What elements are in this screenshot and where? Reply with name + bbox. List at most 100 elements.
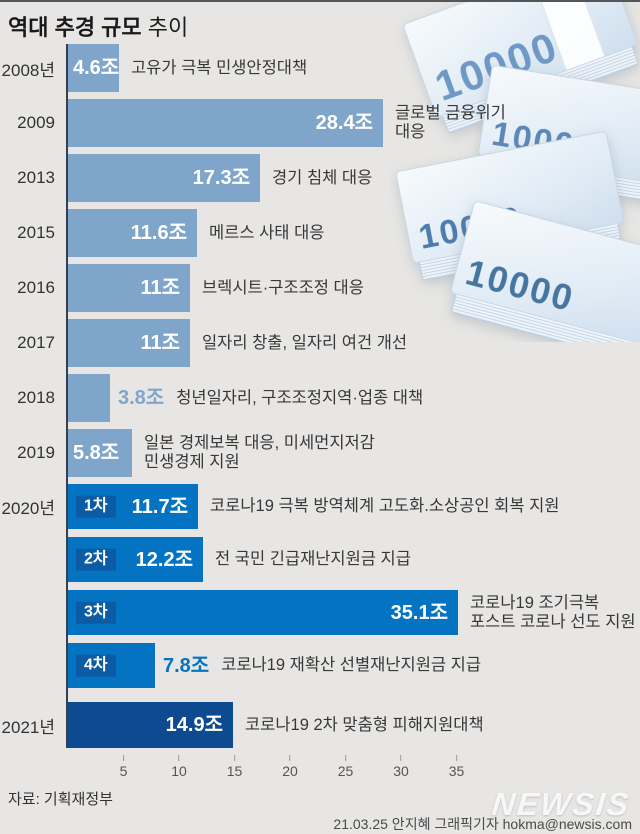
bar-wrap: 4차 7.8조 코로나19 재확산 선별재난지원금 지급	[62, 643, 640, 688]
bar-description: 코로나19 조기극복 포스트 코로나 선도 지원	[470, 593, 636, 631]
year-label: 2008년	[1, 60, 55, 80]
chart-row-2008: 2008년 4.6조 고유가 극복 민생안정대책	[0, 44, 640, 92]
tick-mark	[344, 755, 346, 761]
bar-4.6조: 4.6조	[68, 44, 119, 92]
value-label: 12.2조	[135, 548, 193, 571]
value-label: 28.4조	[315, 112, 373, 134]
value-label: 11조	[140, 332, 180, 354]
value-label: 7.8조	[163, 654, 210, 677]
year-label: 2013	[17, 168, 55, 187]
tick-mark	[122, 755, 124, 761]
bar-35.1조: 3차 35.1조	[68, 590, 458, 635]
bar-description: 청년일자리, 구조조정지역·업종 대책	[176, 388, 424, 407]
bar-28.4조: 28.4조	[68, 99, 383, 147]
bar-description: 메르스 사태 대응	[209, 223, 325, 242]
tick-label: 15	[226, 763, 243, 779]
x-tick-25: 25	[337, 755, 354, 779]
value-label: 5.8조	[73, 442, 120, 464]
value-label: 17.3조	[192, 167, 250, 189]
bar-description: 코로나19 극복 방역체계 고도화.소상공인 회복 지원	[210, 497, 560, 516]
value-label: 4.6조	[73, 57, 120, 79]
bar-wrap: 11조 브렉시트·구조조정 대응	[62, 264, 640, 312]
year-label: 2016	[17, 278, 55, 297]
bar-description: 일본 경제보복 대응, 미세먼지저감 민생경제 지원	[144, 434, 375, 471]
bar-description: 전 국민 긴급재난지원금 지급	[215, 550, 411, 569]
bar-wrap: 2차 12.2조 전 국민 긴급재난지원금 지급	[62, 537, 640, 582]
tick-label: 10	[171, 763, 187, 779]
bar-description: 코로나19 재확산 선별재난지원금 지급	[221, 656, 482, 675]
round-badge: 1차	[76, 495, 116, 518]
round-badge: 4차	[76, 654, 116, 677]
value-label: 11조	[140, 277, 180, 299]
bar-wrap: 28.4조 글로벌 금융위기 대응	[62, 99, 640, 147]
tick-label: 30	[393, 763, 409, 779]
year-label: 2018	[17, 388, 55, 407]
chart-row-2020: 2020년 1차 11.7조 코로나19 극복 방역체계 고도화.소상공인 회복 지원	[0, 484, 640, 529]
bar-wrap: 4.6조 고유가 극복 민생안정대책	[62, 44, 640, 92]
bar-wrap: 11.6조 메르스 사태 대응	[62, 209, 640, 257]
round-badge: 2차	[76, 548, 116, 571]
value-label: 3.8조	[118, 387, 165, 409]
page-title-sub: 추이	[147, 15, 189, 40]
x-tick-35: 35	[448, 755, 465, 779]
bar-7.8조: 4차	[68, 643, 155, 688]
value-label: 11.6조	[130, 222, 187, 244]
bar-wrap: 17.3조 경기 침체 대응	[62, 154, 640, 202]
tick-label: 5	[119, 763, 128, 779]
year-label: 2019	[17, 443, 55, 462]
chart-row-2차: 2차 12.2조 전 국민 긴급재난지원금 지급	[0, 537, 640, 582]
bar-wrap: 3차 35.1조 코로나19 조기극복 포스트 코로나 선도 지원	[62, 590, 640, 635]
tick-mark	[289, 755, 291, 761]
bar-5.8조: 5.8조	[68, 429, 132, 477]
bar-description: 글로벌 금융위기 대응	[395, 104, 506, 141]
tick-label: 25	[337, 763, 354, 779]
value-label: 35.1조	[390, 601, 448, 624]
chart-row-2021: 2021년 14.9조 코로나19 2차 맞춤형 피해지원대책	[0, 702, 640, 748]
supplementary-budget-bar-chart: 2008년 4.6조 고유가 극복 민생안정대책 2009 28.4조 글로벌 금융위기 대…	[0, 44, 640, 779]
tick-mark	[455, 755, 457, 761]
chart-row-2016: 2016 11조 브렉시트·구조조정 대응	[0, 264, 640, 312]
chart-row-3차: 3차 35.1조 코로나19 조기극복 포스트 코로나 선도 지원	[0, 590, 640, 635]
chart-rows: 2008년 4.6조 고유가 극복 민생안정대책 2009 28.4조 글로벌 금융위기 대…	[0, 44, 640, 748]
chart-row-2019: 2019 5.8조 일본 경제보복 대응, 미세먼지저감 민생경제 지원	[0, 429, 640, 477]
year-label: 2015	[17, 223, 55, 242]
chart-row-2018: 2018 3.8조 청년일자리, 구조조정지역·업종 대책	[0, 374, 640, 422]
bar-description: 브렉시트·구조조정 대응	[202, 278, 364, 297]
x-tick-30: 30	[393, 755, 409, 779]
chart-row-4차: 4차 7.8조 코로나19 재확산 선별재난지원금 지급	[0, 643, 640, 688]
bar-description: 코로나19 2차 맞춤형 피해지원대책	[245, 715, 484, 734]
year-label: 2020년	[1, 499, 55, 518]
source-label: 자료: 기획재정부	[8, 791, 113, 808]
bar-wrap: 3.8조 청년일자리, 구조조정지역·업종 대책	[62, 374, 640, 422]
bar-wrap: 11조 일자리 창출, 일자리 여건 개선	[62, 319, 640, 367]
page-title: 역대 추경 규모 추이	[8, 10, 188, 42]
bar-17.3조: 17.3조	[68, 154, 260, 202]
y-axis-line	[66, 44, 68, 748]
year-label: 2017	[17, 333, 55, 352]
chart-row-2009: 2009 28.4조 글로벌 금융위기 대응	[0, 99, 640, 147]
chart-row-2013: 2013 17.3조 경기 침체 대응	[0, 154, 640, 202]
bar-description: 경기 침체 대응	[272, 168, 373, 187]
bar-11조: 11조	[68, 319, 190, 367]
x-tick-20: 20	[282, 755, 298, 779]
x-tick-5: 5	[119, 755, 128, 779]
bar-wrap: 14.9조 코로나19 2차 맞춤형 피해지원대책	[62, 702, 640, 748]
year-label: 2009	[17, 113, 55, 132]
bar-11.6조: 11.6조	[68, 209, 197, 257]
tick-label: 20	[282, 763, 298, 779]
page-title-main: 역대 추경 규모	[8, 15, 142, 40]
tick-mark	[233, 755, 235, 761]
round-badge: 3차	[76, 601, 116, 624]
bar-12.2조: 2차 12.2조	[68, 537, 203, 582]
chart-row-2015: 2015 11.6조 메르스 사태 대응	[0, 209, 640, 257]
bar-3.8조	[68, 374, 110, 422]
bar-wrap: 1차 11.7조 코로나19 극복 방역체계 고도화.소상공인 회복 지원	[62, 484, 640, 529]
tick-mark	[400, 755, 402, 761]
credit-line: 21.03.25 안지혜 그래픽기자 hokma@newsis.com	[333, 816, 632, 832]
value-label: 11.7조	[131, 495, 188, 518]
x-tick-15: 15	[226, 755, 243, 779]
tick-label: 35	[448, 763, 465, 779]
bar-description: 일자리 창출, 일자리 여건 개선	[202, 333, 408, 352]
x-axis: 5 10 15 20 25 30 35	[0, 755, 640, 789]
tick-mark	[178, 755, 180, 761]
